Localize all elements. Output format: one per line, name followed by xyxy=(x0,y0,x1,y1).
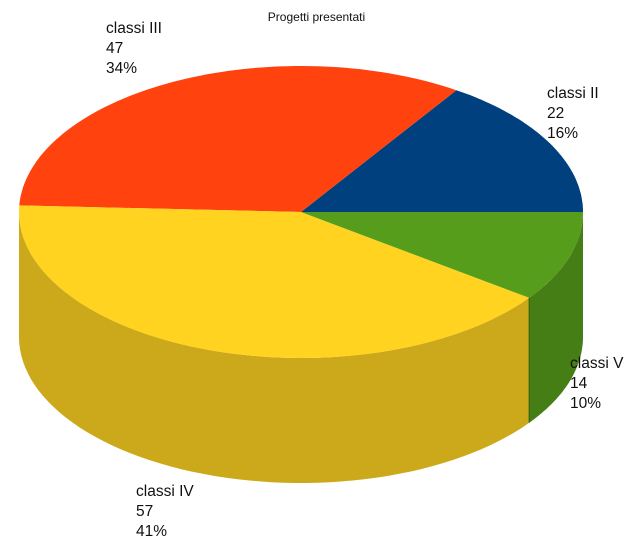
pie-side-classi-v xyxy=(529,212,583,423)
label-name: classi II xyxy=(547,85,599,102)
label-value: 47 xyxy=(106,40,124,57)
pie-slice-classi-v xyxy=(301,212,583,298)
label-classi-iii: classi III 47 34% xyxy=(106,19,162,79)
label-percent: 10% xyxy=(570,395,602,412)
label-name: classi IV xyxy=(136,483,194,500)
pie-side-classi-iv xyxy=(19,212,530,483)
label-classi-v: classi V 14 10% xyxy=(570,354,623,414)
pie-slice-classi-iv xyxy=(19,205,530,358)
label-percent: 34% xyxy=(106,60,138,77)
label-name: classi V xyxy=(570,355,624,372)
label-value: 14 xyxy=(570,375,588,392)
label-value: 22 xyxy=(547,105,565,122)
label-percent: 16% xyxy=(547,125,579,142)
chart-title: Progetti presentati xyxy=(267,10,366,24)
pie-slice-classi-iii xyxy=(19,66,457,212)
label-value: 57 xyxy=(136,503,154,520)
label-name: classi III xyxy=(106,20,162,37)
pie-slice-classi-ii xyxy=(301,90,583,212)
label-percent: 41% xyxy=(136,523,168,540)
label-classi-iv: classi IV 57 41% xyxy=(136,482,194,542)
label-classi-ii: classi II 22 16% xyxy=(547,84,599,144)
